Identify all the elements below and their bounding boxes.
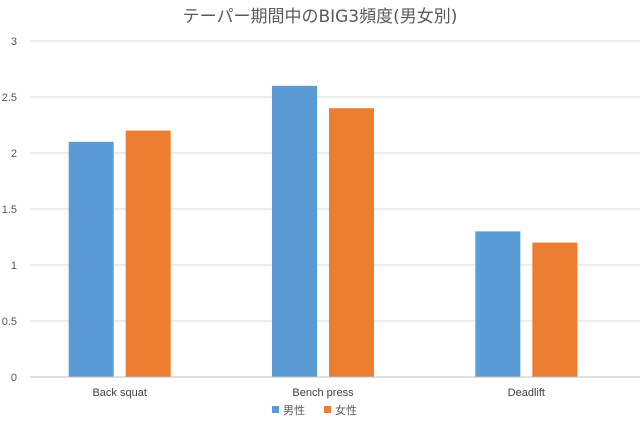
chart-title: テーパー期間中のBIG3頻度(男女別): [183, 7, 458, 27]
y-tick-label: 0: [11, 372, 17, 384]
legend-swatch: [324, 406, 331, 413]
bar-female-1: [329, 108, 374, 377]
legend-swatch: [272, 406, 279, 413]
y-axis-ticks: 0 0.5 1 1.5 2 2.5 3: [2, 36, 17, 384]
x-category-label: Bench press: [292, 387, 354, 399]
bar-male-1: [272, 85, 317, 378]
y-tick-label: 0.5: [2, 316, 17, 328]
y-tick-label: 3: [11, 36, 17, 48]
y-tick-label: 2: [11, 148, 17, 160]
x-axis-categories: Back squat Bench press Deadlift: [92, 387, 545, 399]
y-tick-label: 1.5: [2, 204, 17, 216]
bar-female-2: [532, 242, 578, 377]
bars: [68, 85, 578, 378]
bar-male-0: [68, 141, 114, 377]
legend: 男性 女性: [272, 403, 357, 417]
x-category-label: Deadlift: [508, 387, 545, 399]
legend-label: 男性: [283, 403, 305, 417]
x-category-label: Back squat: [92, 387, 146, 399]
legend-label: 女性: [335, 403, 357, 417]
y-tick-label: 2.5: [2, 92, 17, 104]
bar-female-0: [125, 130, 171, 377]
bar-male-2: [475, 231, 521, 377]
y-tick-label: 1: [11, 260, 17, 272]
